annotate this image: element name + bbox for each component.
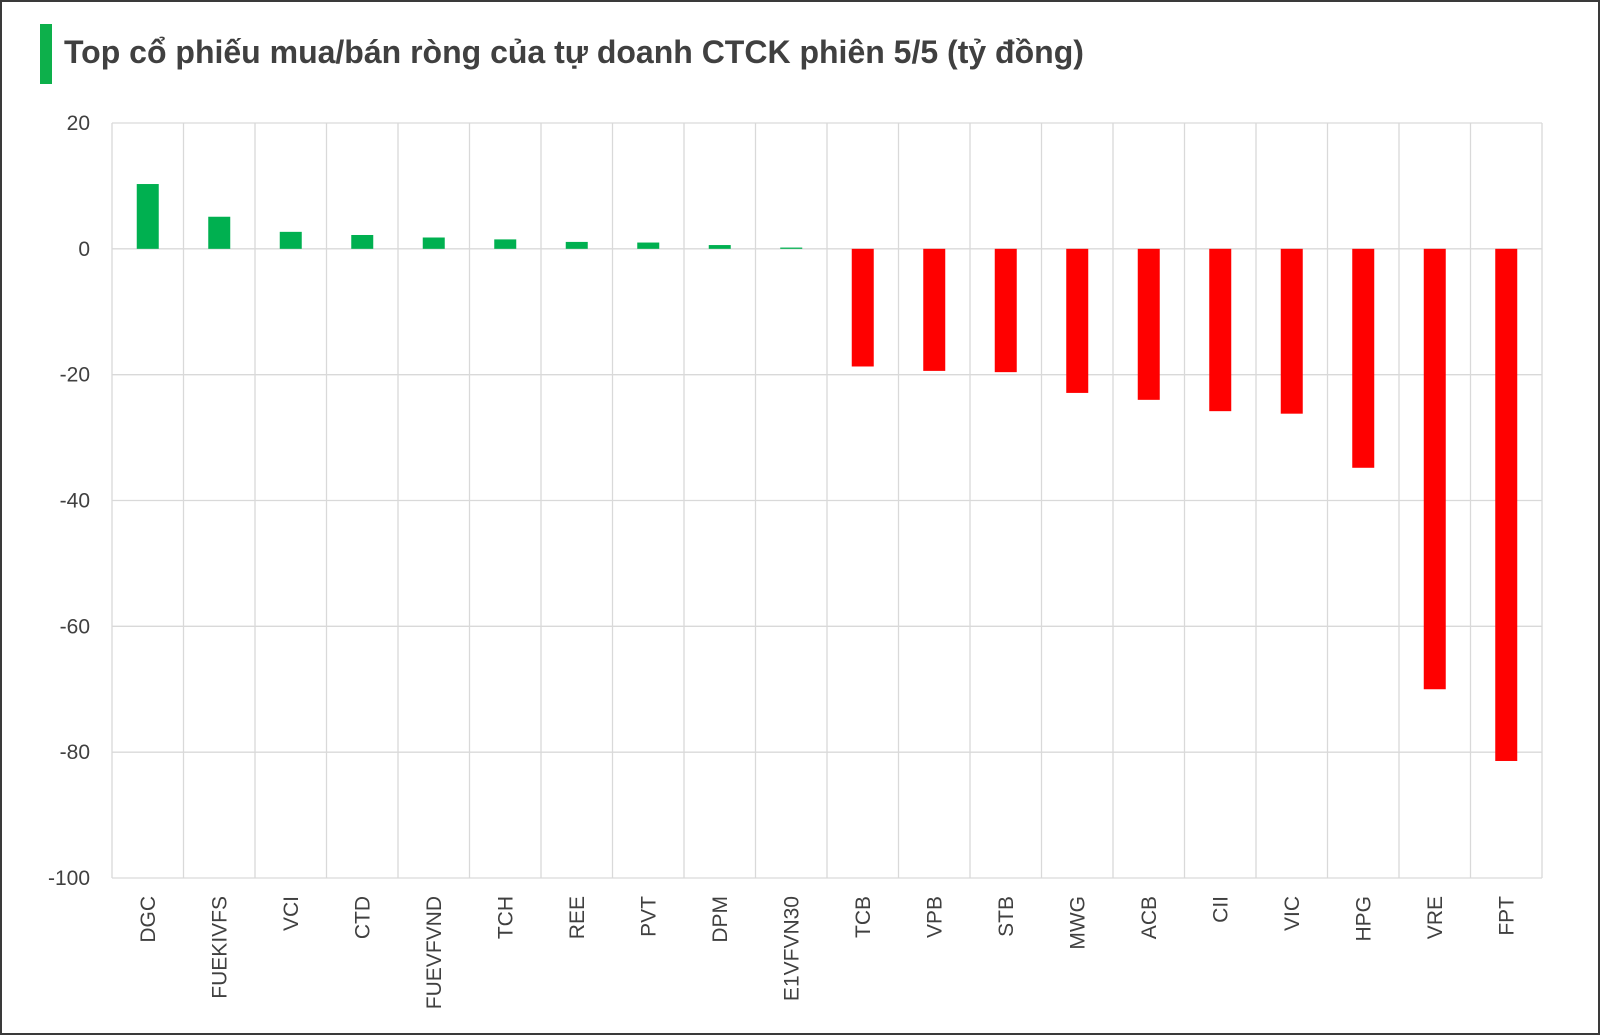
y-tick-label: -60	[60, 615, 90, 638]
category-label: FPT	[1495, 896, 1518, 936]
bar-dgc	[136, 184, 159, 249]
y-tick-label: 0	[78, 238, 90, 261]
category-label: DPM	[709, 896, 732, 943]
category-label: ACB	[1138, 896, 1161, 939]
grid-layer	[111, 122, 1543, 879]
category-label: DGC	[137, 896, 160, 943]
category-label: STB	[995, 896, 1018, 937]
bar-acb	[1137, 248, 1160, 400]
category-label: HPG	[1352, 896, 1375, 942]
category-label: REE	[566, 896, 589, 939]
category-label: FUEVFVND	[423, 896, 446, 1009]
title-accent-bar	[40, 24, 52, 84]
bar-tch	[494, 239, 517, 249]
category-label: FUEKIVFS	[208, 896, 231, 999]
bar-e1vfvn30	[780, 247, 803, 249]
bar-mwg	[1066, 248, 1089, 393]
category-label: TCB	[852, 896, 875, 938]
category-label: VRE	[1424, 896, 1447, 939]
bar-fuekivfs	[208, 216, 231, 249]
x-axis-categories: DGC FUEKIVFS VCI CTD FUEVFVND TCH REE PVT DPM E1V…	[137, 896, 1519, 1009]
y-tick-label: -40	[60, 490, 90, 513]
y-tick-label: -80	[60, 741, 90, 764]
bar-hpg	[1352, 248, 1375, 468]
category-label: VPB	[923, 896, 946, 938]
bar-tcb	[851, 248, 874, 367]
bar-fuevfvnd	[422, 237, 445, 249]
category-label: VIC	[1281, 896, 1304, 931]
bar-ree	[565, 241, 588, 249]
category-label: E1VFVN30	[780, 896, 803, 1001]
bar-vpb	[923, 248, 946, 371]
y-tick-label: 20	[67, 112, 90, 135]
bar-ctd	[351, 234, 374, 249]
category-label: CTD	[351, 896, 374, 939]
bar-vic	[1280, 248, 1303, 414]
chart-title: Top cổ phiếu mua/bán ròng của tự doanh C…	[64, 34, 1084, 70]
y-tick-label: -100	[48, 867, 90, 890]
bar-vre	[1423, 248, 1446, 690]
bar-cii	[1209, 248, 1232, 412]
bar-vci	[279, 231, 302, 249]
bar-dpm	[708, 245, 731, 249]
bar-stb	[994, 248, 1017, 373]
category-label: MWG	[1066, 896, 1089, 950]
bar-pvt	[637, 242, 660, 249]
bar-fpt	[1495, 248, 1518, 761]
category-label: VCI	[280, 896, 303, 931]
bar-layer	[136, 184, 1518, 761]
category-label: TCH	[494, 896, 517, 939]
y-tick-label: -20	[60, 364, 90, 387]
y-axis-ticks: 20 0 -20 -40 -60 -80 -100	[48, 112, 90, 890]
category-label: CII	[1209, 896, 1232, 923]
category-label: PVT	[637, 896, 660, 937]
